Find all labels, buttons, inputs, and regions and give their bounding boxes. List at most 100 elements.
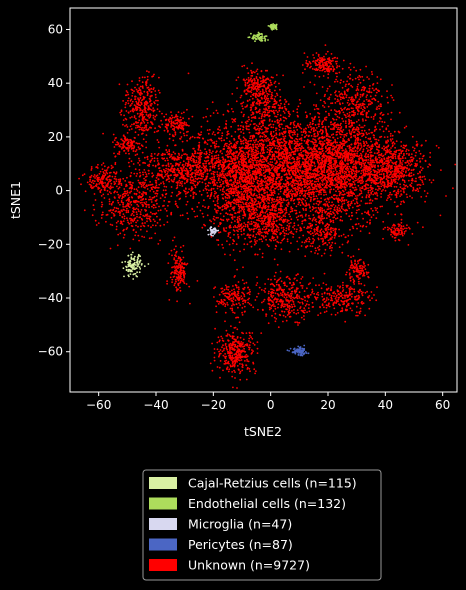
scatter-point — [330, 170, 333, 173]
scatter-point — [390, 198, 392, 201]
scatter-point — [279, 126, 281, 128]
scatter-point — [381, 114, 384, 116]
scatter-point — [270, 132, 273, 135]
scatter-point — [296, 142, 298, 145]
scatter-point — [271, 181, 274, 184]
scatter-point — [196, 206, 199, 208]
scatter-point — [400, 145, 403, 148]
scatter-point — [272, 194, 275, 197]
scatter-point — [323, 162, 326, 165]
scatter-point — [357, 130, 359, 133]
scatter-point — [360, 146, 363, 148]
scatter-point — [412, 168, 415, 171]
scatter-point — [274, 120, 276, 123]
scatter-point — [360, 144, 363, 147]
scatter-point — [186, 200, 189, 203]
scatter-point — [334, 138, 336, 141]
scatter-point — [302, 172, 304, 174]
scatter-point — [350, 132, 352, 135]
scatter-point — [318, 187, 321, 189]
scatter-point — [247, 151, 249, 154]
scatter-point — [194, 150, 197, 153]
scatter-point — [397, 171, 399, 174]
scatter-point — [236, 140, 239, 143]
scatter-point — [259, 145, 262, 147]
scatter-point — [346, 192, 348, 194]
scatter-point — [137, 134, 140, 136]
scatter-point — [299, 102, 302, 105]
scatter-point — [213, 171, 216, 174]
scatter-point — [356, 202, 359, 205]
scatter-point — [364, 144, 367, 146]
scatter-point — [381, 170, 383, 173]
scatter-point — [415, 177, 417, 180]
scatter-point — [223, 186, 225, 189]
scatter-point — [256, 156, 258, 159]
scatter-point — [254, 145, 257, 148]
scatter-point — [289, 183, 292, 185]
scatter-point — [380, 185, 383, 188]
scatter-point — [390, 185, 393, 188]
scatter-point — [352, 166, 354, 169]
scatter-point — [343, 144, 346, 147]
scatter-point — [312, 199, 315, 201]
scatter-point — [322, 165, 325, 168]
scatter-point — [232, 155, 235, 157]
scatter-point — [273, 190, 276, 193]
scatter-point — [216, 175, 219, 178]
scatter-point — [336, 175, 338, 178]
scatter-point — [332, 221, 335, 224]
scatter-point — [421, 144, 423, 147]
scatter-point — [422, 183, 425, 186]
scatter-point — [343, 185, 346, 188]
scatter-point — [275, 180, 278, 183]
scatter-point — [223, 191, 226, 193]
scatter-point — [340, 210, 343, 213]
scatter-point — [309, 210, 312, 213]
scatter-point — [391, 138, 394, 140]
scatter-point — [343, 179, 346, 182]
scatter-point — [367, 162, 370, 164]
scatter-point — [365, 166, 368, 168]
scatter-point — [403, 201, 405, 204]
scatter-point — [387, 113, 389, 115]
scatter-point — [270, 131, 272, 133]
scatter-point — [409, 184, 411, 187]
scatter-point — [421, 176, 424, 178]
scatter-point — [321, 184, 324, 187]
scatter-point — [197, 136, 200, 139]
scatter-point — [402, 188, 405, 191]
scatter-point — [303, 128, 305, 131]
scatter-point — [333, 194, 336, 197]
scatter-point — [244, 155, 247, 158]
scatter-point — [297, 105, 300, 108]
scatter-point — [360, 166, 362, 169]
scatter-point — [285, 176, 288, 179]
scatter-point — [292, 123, 295, 125]
scatter-point — [230, 108, 233, 110]
scatter-point — [293, 202, 296, 205]
scatter-point — [399, 195, 401, 198]
scatter-point — [335, 190, 337, 193]
scatter-point — [370, 179, 372, 182]
scatter-point — [300, 139, 303, 142]
scatter-point — [304, 130, 306, 133]
scatter-point — [313, 203, 315, 205]
scatter-point — [293, 164, 296, 167]
scatter-point — [284, 135, 287, 138]
scatter-point — [401, 162, 403, 164]
scatter-point — [391, 161, 394, 164]
scatter-point — [305, 154, 308, 157]
scatter-point — [278, 129, 281, 131]
scatter-point — [308, 156, 311, 159]
scatter-point — [252, 139, 255, 142]
scatter-point — [381, 147, 384, 150]
scatter-point — [304, 170, 306, 173]
scatter-point — [346, 145, 349, 148]
scatter-point — [343, 183, 346, 186]
scatter-point — [308, 195, 310, 198]
scatter-point — [350, 202, 353, 205]
scatter-point — [367, 159, 370, 161]
scatter-point — [269, 169, 271, 172]
scatter-point — [336, 115, 339, 118]
